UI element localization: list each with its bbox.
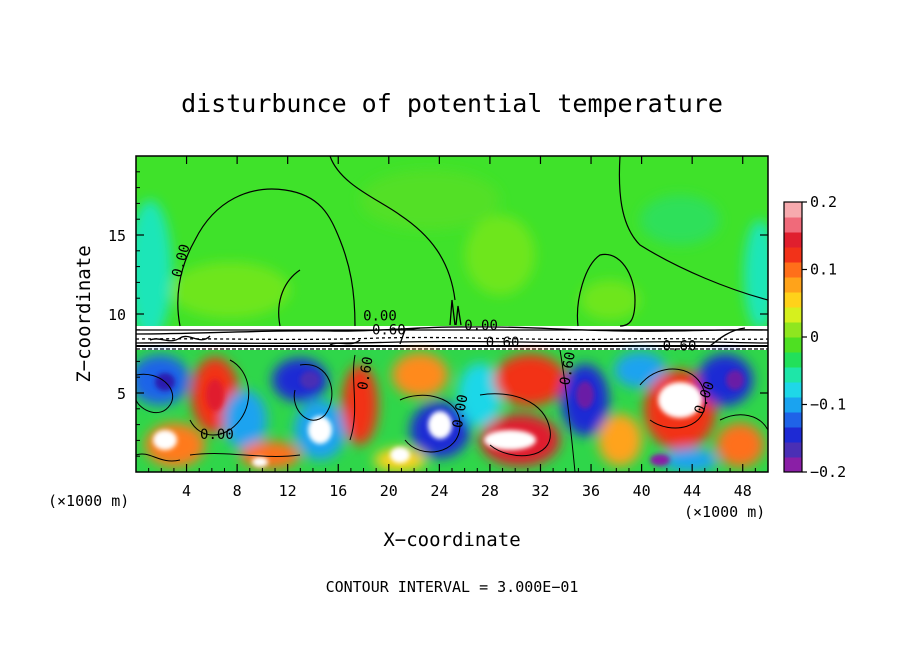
x-axis-label: X−coordinate	[383, 529, 520, 551]
colorbar-swatch	[784, 397, 802, 413]
colorbar-swatch	[784, 412, 802, 428]
y-tick-label: 10	[108, 306, 126, 324]
x-tick-label: 36	[582, 482, 600, 500]
colorbar: 0.2 0.1 0 −0.1 −0.2	[783, 193, 846, 481]
x-tick-label: 4	[182, 482, 191, 500]
contour-label: 0.00	[363, 308, 397, 324]
x-tick-label: 16	[329, 482, 347, 500]
x-tick-label: 44	[683, 482, 701, 500]
x-unit-left: (×1000 m)	[48, 492, 129, 510]
x-tick-label: 40	[633, 482, 651, 500]
contour-label: 0.60	[372, 323, 406, 339]
colorbar-swatch	[784, 442, 802, 458]
colorbar-swatch	[784, 382, 802, 398]
x-tick-label: 12	[279, 482, 297, 500]
y-axis: 5 10 15	[108, 171, 768, 457]
colorbar-swatch	[784, 337, 802, 353]
contour-label: 0.60	[486, 335, 520, 351]
colorbar-tick-label: −0.2	[810, 463, 846, 481]
colorbar-swatch	[784, 217, 802, 233]
contour-label: 0.60	[557, 351, 579, 387]
colorbar-tick-label: 0.1	[810, 261, 837, 279]
chart-title: disturbunce of potential temperature	[181, 89, 723, 118]
colorbar-swatch	[784, 232, 802, 248]
x-unit-right: (×1000 m)	[684, 503, 765, 521]
colorbar-swatch	[784, 427, 802, 443]
x-tick-label: 32	[531, 482, 549, 500]
x-tick-label: 20	[380, 482, 398, 500]
x-axis: 4 8 12 16 20 24 28 32 36 40 44 48	[148, 156, 756, 500]
colorbar-swatch	[784, 307, 802, 323]
colorbar-swatch	[784, 292, 802, 308]
stable-layer-contours	[136, 299, 768, 350]
colorbar-swatch	[784, 457, 802, 473]
colorbar-swatch	[784, 247, 802, 263]
contour-label: 0.60	[663, 338, 697, 354]
y-tick-label: 5	[117, 385, 126, 403]
upper-field-texture	[136, 170, 768, 340]
colorbar-swatch	[784, 202, 802, 218]
x-tick-label: 28	[481, 482, 499, 500]
contour-interval-note: CONTOUR INTERVAL = 3.000E−01	[326, 578, 579, 596]
colorbar-swatch	[784, 322, 802, 338]
contour-label: 0.00	[200, 427, 234, 443]
colorbar-swatch	[784, 352, 802, 368]
x-tick-label: 24	[430, 482, 448, 500]
lower-field-cores	[153, 370, 744, 467]
colorbar-swatch	[784, 262, 802, 278]
y-axis-label: Z−coordinate	[73, 245, 95, 382]
x-tick-label: 48	[734, 482, 752, 500]
colorbar-tick-label: 0.2	[810, 193, 837, 211]
lower-contours	[136, 349, 768, 472]
contour-label: 0.60	[355, 355, 377, 391]
contour-label: 0.00	[450, 393, 472, 429]
colorbar-tick-label: −0.1	[810, 396, 846, 414]
colorbar-tick-label: 0	[810, 328, 819, 346]
plot-area	[136, 156, 768, 472]
colorbar-swatch	[784, 367, 802, 383]
y-tick-label: 15	[108, 227, 126, 245]
x-tick-label: 8	[233, 482, 242, 500]
colorbar-swatch	[784, 277, 802, 293]
upper-contours	[177, 156, 768, 327]
contour-label: 0.00	[464, 318, 498, 334]
